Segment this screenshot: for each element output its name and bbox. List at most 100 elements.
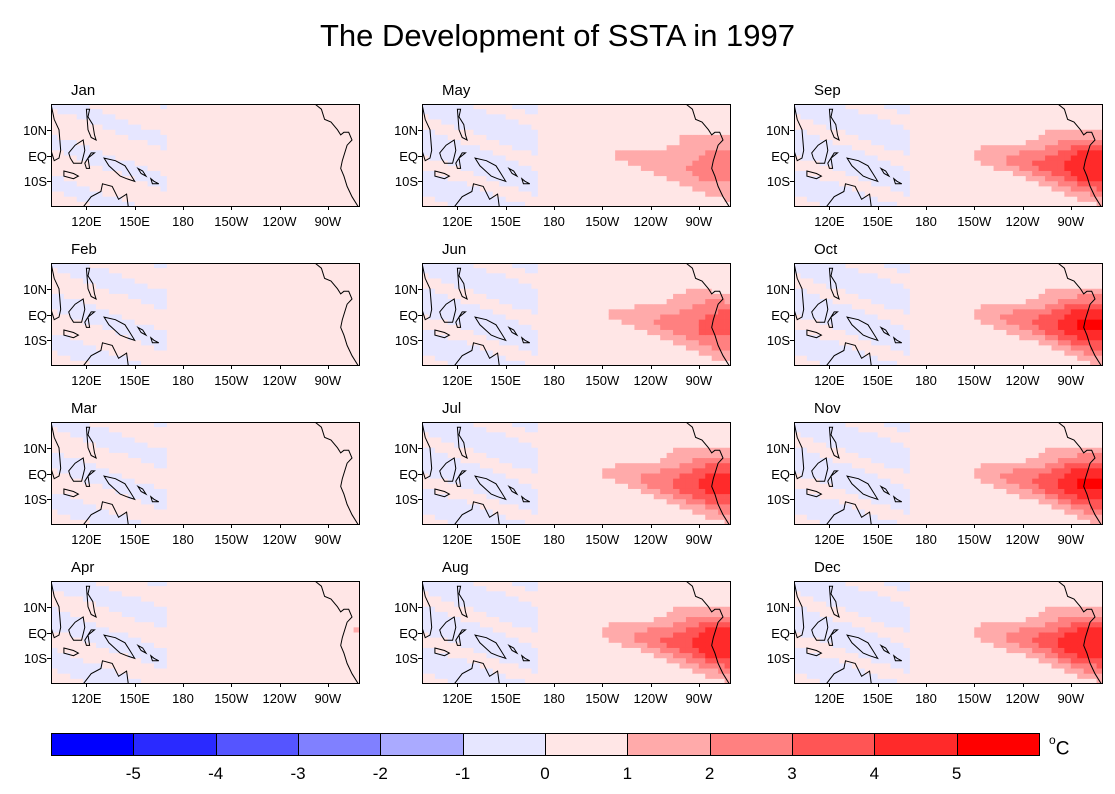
ssta-cell [353,504,360,510]
ssta-cell [460,165,468,172]
ssta-cell [250,335,258,341]
ssta-cell [321,606,329,613]
ssta-cell [141,483,148,490]
ssta-cell [537,134,545,141]
ssta-cell [57,314,65,321]
ssta-cell [314,627,322,633]
ssta-cell [102,647,110,654]
ssta-cell [186,288,194,295]
ssta-cell [441,124,449,131]
ssta-cell [314,488,322,495]
ssta-cell [218,499,226,505]
ssta-cell [205,124,213,131]
ssta-cell [166,447,174,454]
ssta-cell [314,432,322,438]
ssta-cell [205,647,213,654]
ssta-cell [282,109,290,115]
panel-frame [51,581,360,684]
ssta-cell [218,201,226,207]
ssta-cell [653,170,661,177]
x-tick-label: 120E [71,691,102,706]
ssta-cell [218,263,226,269]
ssta-cell [347,458,354,464]
ssta-cell [621,114,629,120]
ssta-cell [89,458,97,464]
ssta-cell [473,140,481,146]
ssta-cell [166,268,174,274]
ssta-cell [121,150,129,156]
ssta-cell [231,324,239,331]
ssta-cell [263,140,271,146]
ssta-cell [51,268,58,274]
ssta-cell [321,458,329,464]
ssta-cell [321,642,329,649]
ssta-cell [237,124,245,131]
ssta-cell [353,263,360,269]
ssta-cell [698,181,706,187]
ssta-cell [154,304,161,310]
ssta-cell [353,273,360,279]
ssta-cell [205,170,213,177]
ssta-cell [347,160,354,167]
ssta-cell [685,160,693,167]
ssta-cell [205,160,213,167]
ssta-cell [83,170,91,177]
ssta-cell [211,622,219,628]
y-tick [47,181,51,183]
ssta-cell [276,350,284,357]
ssta-cell [205,494,213,500]
ssta-cell [237,309,245,315]
ssta-cell [166,473,174,480]
ssta-cell [518,145,526,151]
ssta-cell [237,170,245,177]
ssta-cell [282,478,290,485]
ssta-cell [447,196,455,203]
ssta-cell [128,134,136,141]
x-tick [86,524,88,528]
ssta-cell [531,104,539,110]
ssta-cell [314,447,322,454]
ssta-cell [308,360,316,366]
ssta-cell [550,124,558,131]
ssta-cell [115,119,123,125]
ssta-cell [302,617,309,623]
x-tick-label: 150W [214,691,249,706]
ssta-cell [257,478,264,485]
ssta-cell [570,134,577,141]
ssta-cell [108,119,116,125]
ssta-cell [205,488,213,495]
ssta-cell [250,288,258,295]
ssta-cell [314,309,322,315]
ssta-cell [244,427,251,433]
ssta-cell [57,350,65,357]
ssta-cell [173,124,181,131]
ssta-cell [295,622,303,628]
ssta-cell [276,345,284,351]
ssta-cell [302,119,309,125]
ssta-cell [160,432,168,438]
ssta-cell [334,186,342,192]
ssta-cell [308,278,316,284]
ssta-cell [141,452,148,459]
ssta-cell [582,155,590,162]
ssta-cell [473,186,481,192]
ssta-cell [134,458,142,464]
ssta-cell [257,432,264,438]
ssta-cell [89,355,97,362]
ssta-cell [289,581,297,587]
ssta-cell [147,678,155,684]
ssta-cell [160,591,168,597]
ssta-cell [653,119,661,125]
ssta-cell [479,181,487,187]
coastline [51,581,62,639]
ssta-cell [108,129,116,136]
ssta-cell [211,114,219,120]
ssta-cell [244,432,251,438]
ssta-cell [711,145,719,151]
ssta-cell [544,186,552,192]
ssta-cell [321,329,329,336]
ssta-cell [460,181,468,187]
ssta-cell [89,478,97,485]
ssta-cell [640,119,648,125]
ssta-cell [83,104,91,110]
